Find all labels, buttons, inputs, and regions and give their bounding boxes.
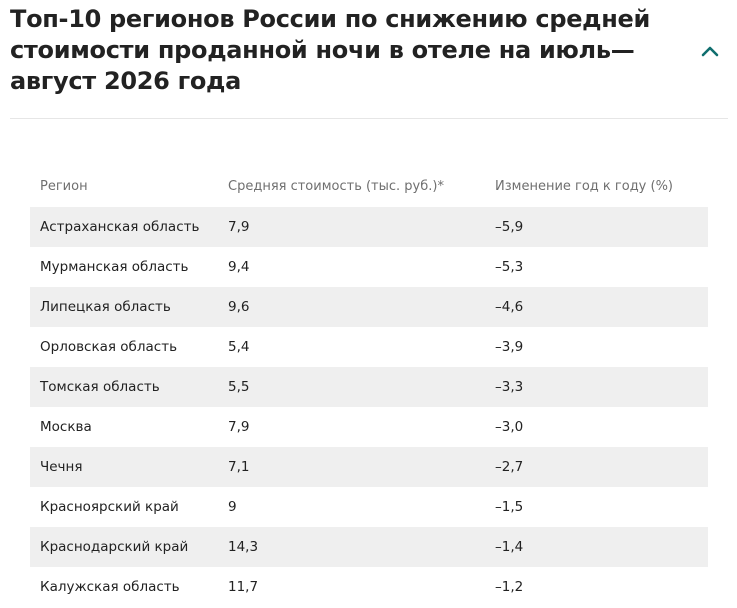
avg-cost-cell: 5,5 <box>218 367 485 407</box>
yoy-change-cell: –5,3 <box>485 247 708 287</box>
table-row: Москва 7,9 –3,0 <box>30 407 708 447</box>
yoy-change-cell: –1,2 <box>485 567 708 607</box>
region-cell: Астраханская область <box>30 207 218 247</box>
avg-cost-cell: 5,4 <box>218 327 485 367</box>
table-row: Томская область 5,5 –3,3 <box>30 367 708 407</box>
region-cell: Липецкая область <box>30 287 218 327</box>
avg-cost-cell: 7,9 <box>218 207 485 247</box>
table-row: Чечня 7,1 –2,7 <box>30 447 708 487</box>
region-cell: Томская область <box>30 367 218 407</box>
yoy-change-cell: –5,9 <box>485 207 708 247</box>
table-row: Мурманская область 9,4 –5,3 <box>30 247 708 287</box>
yoy-change-cell: –1,4 <box>485 527 708 567</box>
region-cell: Калужская область <box>30 567 218 607</box>
column-header-yoy-change: Изменение год к году (%) <box>495 179 674 194</box>
table-row: Орловская область 5,4 –3,9 <box>30 327 708 367</box>
table-body: Астраханская область 7,9 –5,9 Мурманская об… <box>30 207 708 607</box>
yoy-change-cell: –3,0 <box>485 407 708 447</box>
avg-cost-cell: 14,3 <box>218 527 485 567</box>
yoy-change-cell: –4,6 <box>485 287 708 327</box>
yoy-change-cell: –2,7 <box>485 447 708 487</box>
region-cell: Краснодарский край <box>30 527 218 567</box>
avg-cost-cell: 9,6 <box>218 287 485 327</box>
avg-cost-cell: 7,1 <box>218 447 485 487</box>
yoy-change-cell: –3,9 <box>485 327 708 367</box>
region-cell: Мурманская область <box>30 247 218 287</box>
region-cell: Орловская область <box>30 327 218 367</box>
avg-cost-cell: 9 <box>218 487 485 527</box>
collapse-toggle-button[interactable] <box>697 40 723 62</box>
data-table-container: Регион Средняя стоимость (тыс. руб.)* Из… <box>30 166 708 607</box>
article-header: Топ-10 регионов России по снижению средн… <box>10 4 700 97</box>
column-header-region: Регион <box>40 179 88 194</box>
chevron-up-icon <box>701 46 719 57</box>
yoy-change-cell: –1,5 <box>485 487 708 527</box>
table-row: Липецкая область 9,6 –4,6 <box>30 287 708 327</box>
avg-cost-cell: 9,4 <box>218 247 485 287</box>
avg-cost-cell: 7,9 <box>218 407 485 447</box>
header-divider <box>10 118 728 119</box>
page-title: Топ-10 регионов России по снижению средн… <box>10 5 651 95</box>
region-cell: Чечня <box>30 447 218 487</box>
region-cell: Москва <box>30 407 218 447</box>
table-header-row: Регион Средняя стоимость (тыс. руб.)* Из… <box>30 166 708 207</box>
table-row: Красноярский край 9 –1,5 <box>30 487 708 527</box>
avg-cost-cell: 11,7 <box>218 567 485 607</box>
table-row: Астраханская область 7,9 –5,9 <box>30 207 708 247</box>
column-header-avg-cost: Средняя стоимость (тыс. руб.)* <box>228 179 444 194</box>
yoy-change-cell: –3,3 <box>485 367 708 407</box>
table-row: Краснодарский край 14,3 –1,4 <box>30 527 708 567</box>
region-cell: Красноярский край <box>30 487 218 527</box>
table-row: Калужская область 11,7 –1,2 <box>30 567 708 607</box>
regions-table: Регион Средняя стоимость (тыс. руб.)* Из… <box>30 166 708 607</box>
